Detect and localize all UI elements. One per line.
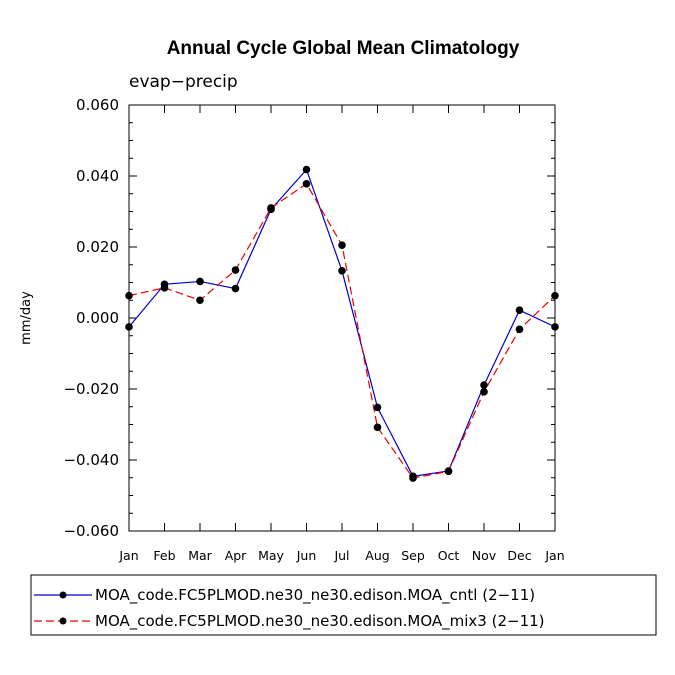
data-point-series-1 <box>338 241 346 250</box>
legend-box <box>30 574 657 636</box>
series-group <box>125 165 559 482</box>
data-point-series-1 <box>196 296 204 305</box>
x-tick-label: Apr <box>225 548 247 563</box>
data-point-series-0 <box>302 165 311 174</box>
data-point-series-0 <box>515 306 524 314</box>
y-tick-label: −0.020 <box>63 380 119 398</box>
data-point-series-1 <box>160 284 169 292</box>
data-point-series-1 <box>302 180 311 188</box>
y-tick-label: 0.000 <box>76 309 119 327</box>
y-tick-labels: −0.060 −0.040 −0.020 0.000 0.020 0.040 0.060 <box>63 96 119 540</box>
x-tick-label: May <box>258 548 284 563</box>
x-tick-label: Aug <box>365 548 389 563</box>
y-tick-label: −0.040 <box>63 451 119 469</box>
x-tick-label: Sep <box>401 548 425 563</box>
data-point-series-1 <box>444 467 453 476</box>
data-point-series-1 <box>231 266 240 274</box>
y-axis-label: mm/day <box>19 291 34 345</box>
x-tick-label: Jan <box>544 548 564 563</box>
y-tick-label: 0.040 <box>76 167 119 185</box>
legend-label-cntl: MOA_code.FC5PLMOD.ne30_ne30.edison.MOA_c… <box>95 586 535 605</box>
data-point-series-1 <box>480 388 488 396</box>
legend-marker-cntl <box>59 591 67 599</box>
data-point-series-1 <box>551 291 559 300</box>
y-tick-label: −0.060 <box>63 522 119 540</box>
x-tick-label: Jul <box>333 548 349 563</box>
plot-frame <box>128 104 556 532</box>
x-tick-label: Nov <box>472 548 497 563</box>
y-tick-label: 0.060 <box>76 96 119 114</box>
data-point-series-1 <box>125 291 133 300</box>
data-point-series-0 <box>196 277 204 286</box>
chart-subtitle: evap−precip <box>129 72 238 92</box>
x-tick-label: Jun <box>296 548 317 563</box>
legend-marker-mix3 <box>59 617 67 625</box>
data-point-series-1 <box>267 204 275 212</box>
legend-label-mix3: MOA_code.FC5PLMOD.ne30_ne30.edison.MOA_m… <box>95 612 545 631</box>
axis-ticks <box>128 104 556 532</box>
data-point-series-1 <box>409 474 417 482</box>
y-tick-label: 0.020 <box>76 238 119 256</box>
data-point-series-1 <box>373 423 382 432</box>
data-point-series-0 <box>480 381 488 389</box>
x-tick-label: Mar <box>188 548 212 563</box>
data-point-series-0 <box>125 323 133 331</box>
x-tick-label: Jan <box>118 548 138 563</box>
x-tick-label: Dec <box>507 548 531 563</box>
chart-title: Annual Cycle Global Mean Climatology <box>167 38 520 59</box>
x-tick-labels: Jan Feb Mar Apr May Jun Jul Aug Sep Oct Nov Dec Jan <box>118 548 564 563</box>
data-point-series-0 <box>338 266 346 275</box>
x-tick-label: Feb <box>153 548 175 563</box>
x-tick-label: Oct <box>438 548 460 563</box>
series-line-0 <box>128 168 556 477</box>
data-point-series-0 <box>373 403 382 412</box>
series-line-1 <box>128 182 556 479</box>
legend: MOA_code.FC5PLMOD.ne30_ne30.edison.MOA_c… <box>30 574 657 636</box>
data-point-series-0 <box>551 323 559 331</box>
data-point-series-1 <box>515 325 524 334</box>
data-point-series-0 <box>231 284 240 293</box>
